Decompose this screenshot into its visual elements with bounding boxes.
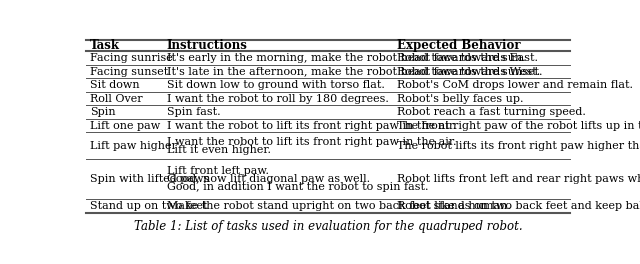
Text: Spin with lifted paws: Spin with lifted paws (90, 174, 209, 184)
Text: The robot lifts its front right paw higher than before.: The robot lifts its front right paw high… (397, 141, 640, 151)
Text: It's early in the morning, make the robot head towards the sun.: It's early in the morning, make the robo… (167, 53, 525, 63)
Text: It's late in the afternoon, make the robot head towards the sunset.: It's late in the afternoon, make the rob… (167, 67, 542, 77)
Text: Good, now lift diagonal paw as well.: Good, now lift diagonal paw as well. (167, 174, 370, 184)
Text: Task: Task (90, 39, 120, 52)
Text: Robot's belly faces up.: Robot's belly faces up. (397, 94, 524, 104)
Text: I want the robot to lift its front right paw in the air.: I want the robot to lift its front right… (167, 121, 456, 131)
Text: I want the robot to roll by 180 degrees.: I want the robot to roll by 180 degrees. (167, 94, 388, 104)
Text: Sit down low to ground with torso flat.: Sit down low to ground with torso flat. (167, 80, 385, 90)
Text: Lift one paw: Lift one paw (90, 121, 160, 131)
Text: Robot face towards East.: Robot face towards East. (397, 53, 538, 63)
Text: Roll Over: Roll Over (90, 94, 143, 104)
Text: Robot lifts front left and rear right paws while spin fast.: Robot lifts front left and rear right pa… (397, 174, 640, 184)
Text: Instructions: Instructions (167, 39, 248, 52)
Text: Robot stands on two back feet and keep balance.: Robot stands on two back feet and keep b… (397, 201, 640, 211)
Text: Spin: Spin (90, 107, 116, 117)
Text: Robot's CoM drops lower and remain flat.: Robot's CoM drops lower and remain flat. (397, 80, 634, 90)
Text: Robot face towards West.: Robot face towards West. (397, 67, 541, 77)
Text: Robot reach a fast turning speed.: Robot reach a fast turning speed. (397, 107, 586, 117)
Text: Stand up on two feet: Stand up on two feet (90, 201, 207, 211)
Text: Sit down: Sit down (90, 80, 140, 90)
Text: Table 1: List of tasks used in evaluation for the quadruped robot.: Table 1: List of tasks used in evaluatio… (134, 220, 522, 233)
Text: Good, in addition I want the robot to spin fast.: Good, in addition I want the robot to sp… (167, 182, 428, 192)
Text: Make the robot stand upright on two back feet like a human.: Make the robot stand upright on two back… (167, 201, 511, 211)
Text: I want the robot to lift its front right paw in the air.: I want the robot to lift its front right… (167, 137, 456, 147)
Text: Lift it even higher.: Lift it even higher. (167, 145, 271, 155)
Text: Facing sunset: Facing sunset (90, 67, 168, 77)
Text: Spin fast.: Spin fast. (167, 107, 220, 117)
Text: The front right paw of the robot lifts up in the air.: The front right paw of the robot lifts u… (397, 121, 640, 131)
Text: Lift front left paw.: Lift front left paw. (167, 166, 269, 176)
Text: Facing sunrise: Facing sunrise (90, 53, 173, 63)
Text: Expected Behavior: Expected Behavior (397, 39, 521, 52)
Text: Lift paw higher: Lift paw higher (90, 141, 177, 151)
